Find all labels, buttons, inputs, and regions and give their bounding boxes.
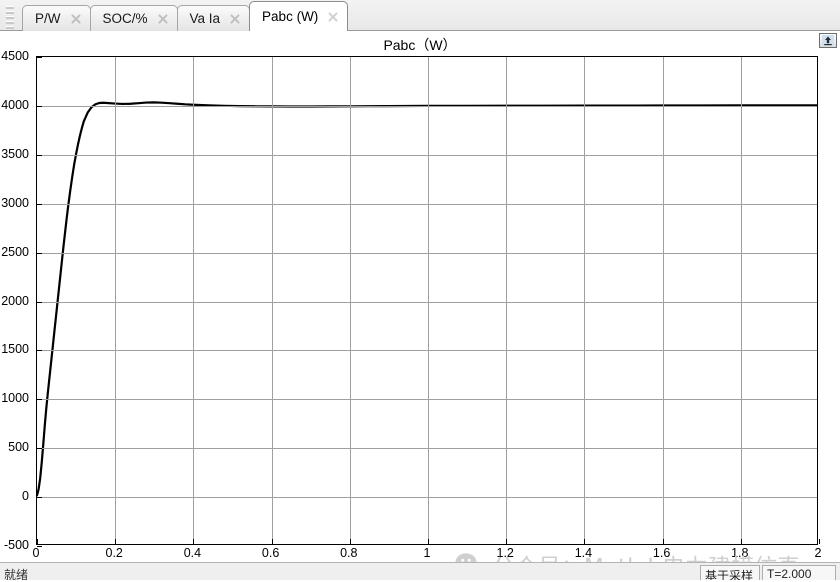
x-tick-label: 0.6 <box>261 546 280 560</box>
x-tick-mark <box>428 539 429 544</box>
x-gridline <box>271 57 273 544</box>
y-gridline <box>37 252 817 254</box>
x-tick-mark <box>349 539 351 544</box>
y-tick-label: 4000 <box>1 97 29 112</box>
x-tick-mark <box>584 539 586 544</box>
status-bar: 就绪 基于采样 T=2.000 <box>0 562 840 580</box>
x-tick-label: 1.4 <box>574 546 593 560</box>
tab-drag-gripper[interactable] <box>6 6 14 29</box>
y-gridline <box>37 203 817 205</box>
pin-up-icon <box>822 35 834 46</box>
x-tick-mark <box>37 539 38 544</box>
y-gridline <box>37 350 817 352</box>
x-tick-mark <box>271 539 273 544</box>
plot-area <box>36 56 820 547</box>
x-tick-label: 1.8 <box>731 546 749 560</box>
y-tick-label: 2500 <box>1 244 29 259</box>
status-ready-text: 就绪 <box>4 568 29 580</box>
y-gridline <box>37 448 817 450</box>
x-tick-label: 0.2 <box>105 546 123 560</box>
status-cell-sample: 基于采样 <box>700 565 760 580</box>
x-tick-mark <box>115 539 117 544</box>
tab-label: Va Ia <box>189 10 221 26</box>
y-tick-mark <box>37 399 42 401</box>
x-tick-mark <box>662 539 664 544</box>
x-gridline <box>584 57 586 544</box>
figure-canvas: Pabc（W） -500 0 500 1000 1500 2000 2500 3000 3500… <box>0 31 840 581</box>
y-tick-label: 3500 <box>1 146 29 161</box>
x-gridline <box>740 57 742 544</box>
close-icon[interactable] <box>69 12 83 26</box>
x-axis-tick-labels: 0 0.2 0.4 0.6 0.8 1 1.2 1.4 1.6 1.8 2 <box>32 545 822 565</box>
x-tick-label: 0.8 <box>340 546 358 560</box>
y-gridline <box>37 399 817 401</box>
close-icon[interactable] <box>228 12 242 26</box>
tab-list: P/W SOC/% Va Ia Pabc (W) <box>22 0 349 31</box>
y-tick-mark <box>37 497 42 499</box>
x-tick-label: 1 <box>423 546 431 560</box>
y-gridline <box>37 301 817 303</box>
x-tick-mark <box>740 539 742 544</box>
tab-soc[interactable]: SOC/% <box>89 5 178 31</box>
x-tick-label: 1.2 <box>496 546 514 560</box>
y-tick-mark <box>37 350 42 352</box>
y-axis-tick-labels: -500 0 500 1000 1500 2000 2500 3000 3500 4000 4500 <box>0 49 33 552</box>
y-tick-mark <box>37 154 42 156</box>
x-tick-label: 2 <box>814 546 822 560</box>
y-tick-mark <box>37 448 42 450</box>
tab-label: Pabc (W) <box>262 8 319 24</box>
y-tick-mark <box>37 301 42 303</box>
data-curve-pabc <box>37 57 817 544</box>
x-gridline <box>115 57 117 544</box>
y-tick-label: 1000 <box>1 391 29 406</box>
tab-label: P/W <box>35 10 61 26</box>
x-tick-mark <box>506 539 508 544</box>
y-tick-label: 2000 <box>1 293 29 308</box>
x-tick-label: 1.6 <box>652 546 671 560</box>
y-tick-mark <box>37 252 42 254</box>
y-tick-label: 1500 <box>1 342 29 357</box>
status-cell-time: T=2.000 <box>762 565 836 580</box>
close-icon[interactable] <box>156 12 170 26</box>
x-tick-label: 0.4 <box>183 546 202 560</box>
x-gridline <box>506 57 508 544</box>
y-gridline <box>37 497 817 499</box>
y-tick-mark <box>37 105 42 107</box>
y-tick-label: 4500 <box>1 49 29 63</box>
tab-p-w[interactable]: P/W <box>22 5 91 31</box>
y-tick-mark <box>37 203 42 205</box>
restore-axes-button[interactable] <box>819 33 837 48</box>
y-tick-label: 500 <box>8 440 29 455</box>
x-gridline <box>349 57 351 544</box>
tab-pabc-w[interactable]: Pabc (W) <box>249 1 349 31</box>
y-tick-label: -500 <box>3 538 29 552</box>
y-tick-label: 0 <box>22 489 29 504</box>
tab-label: SOC/% <box>102 10 148 26</box>
x-gridline <box>193 57 195 544</box>
x-tick-mark <box>193 539 195 544</box>
y-gridline <box>37 105 817 107</box>
scope-tab-bar: P/W SOC/% Va Ia Pabc (W) <box>0 0 840 31</box>
close-icon[interactable] <box>326 10 340 24</box>
y-tick-mark <box>37 57 42 58</box>
y-gridline <box>37 154 817 156</box>
y-tick-label: 3000 <box>1 195 29 210</box>
chart-title: Pabc（W） <box>383 37 457 53</box>
x-gridline <box>662 57 664 544</box>
x-tick-mark <box>819 539 820 544</box>
x-tick-label: 0 <box>32 546 40 560</box>
x-gridline <box>428 57 429 544</box>
y-tick-mark <box>37 546 42 547</box>
tab-va-ia[interactable]: Va Ia <box>176 5 251 31</box>
